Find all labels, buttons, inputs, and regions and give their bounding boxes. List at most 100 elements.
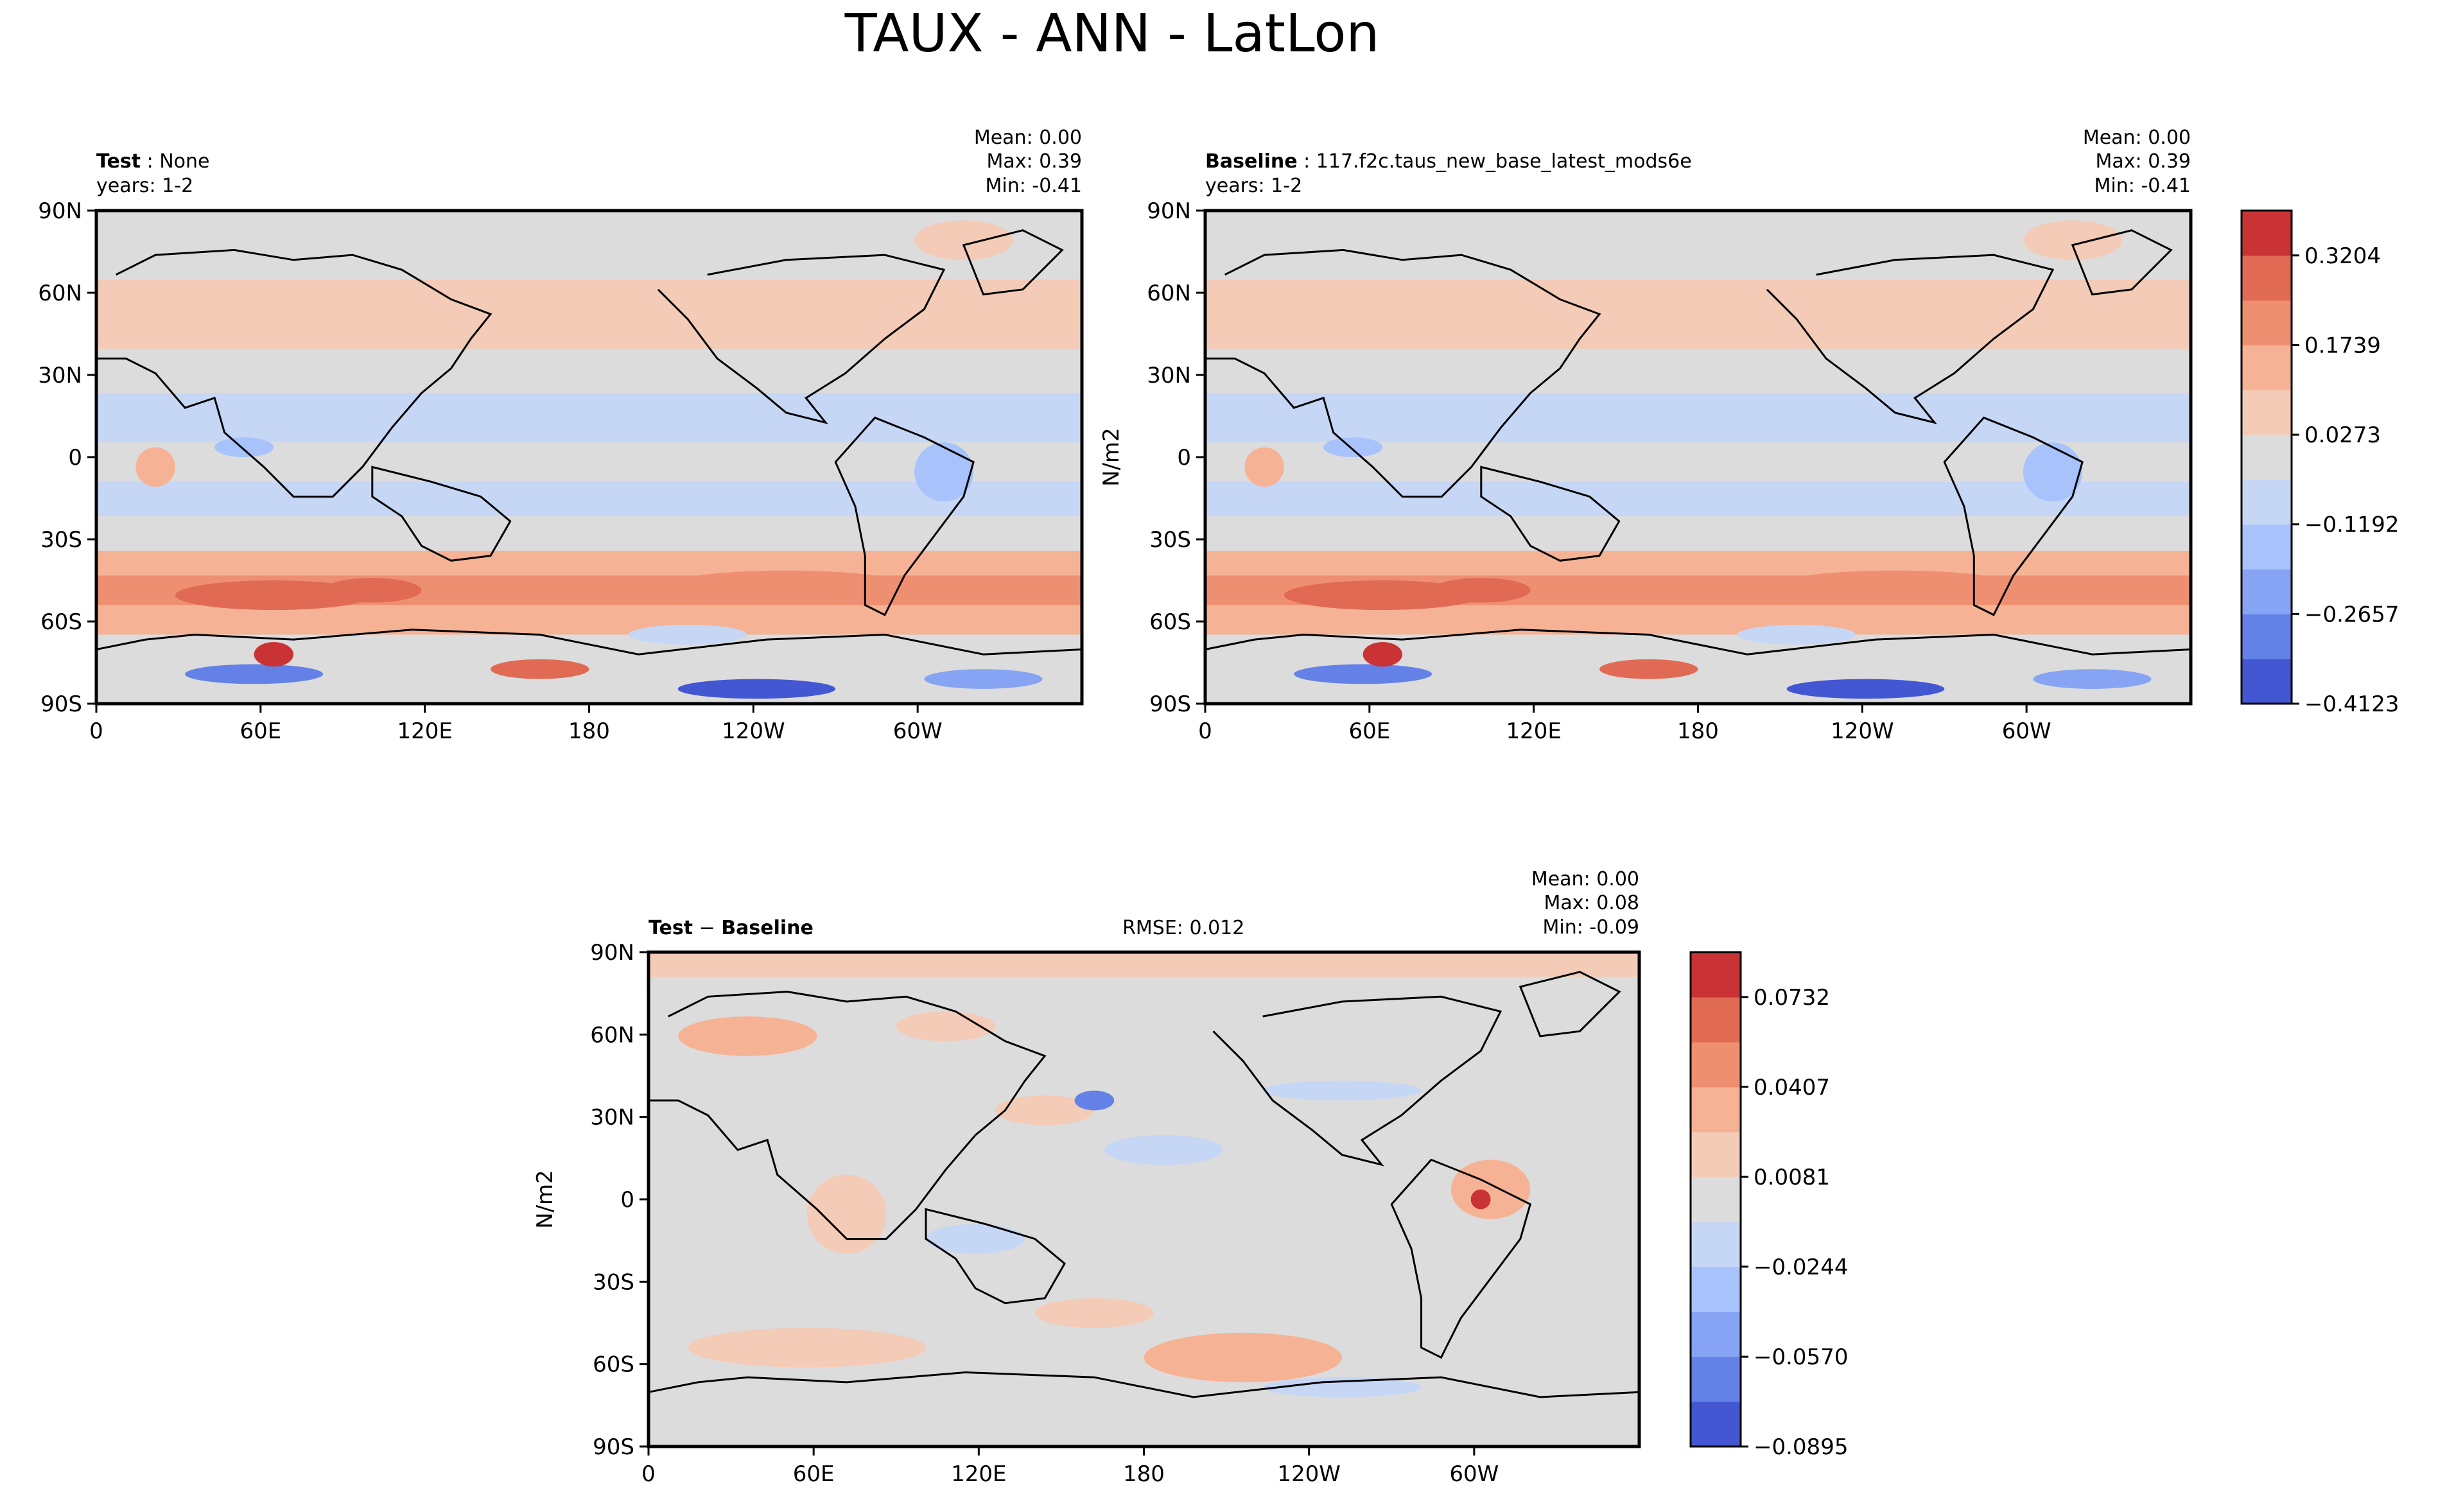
stat-max: Max: 0.08 [1544,892,1639,914]
y-tick-label: 0 [68,445,82,471]
panel-label: Test − Baseline [649,917,814,939]
x-tick-label: 60W [2002,718,2051,744]
coastlines [649,972,1639,1397]
contour-region [914,442,974,502]
x-tick-label: 180 [568,718,610,744]
contour-region [1470,1189,1491,1210]
contour-band [96,349,1082,394]
coastline [1944,418,2082,615]
colorbar-segment [2242,659,2292,704]
colorbar-segment [1691,1132,1741,1177]
x-tick-label: 60E [1348,718,1390,744]
contour-region [1034,1298,1154,1328]
x-tick-label: 0 [89,718,103,744]
coastline [1214,996,1501,1165]
contour-band [96,605,1082,635]
y-tick-label: 60N [38,281,82,306]
colorbar-segment [2242,479,2292,525]
y-tick-label: 60S [40,609,82,635]
y-tick-label: 30N [1147,363,1191,388]
colorbar-segment [2242,524,2292,570]
contour-band [96,259,1082,280]
contour-region [1262,1377,1422,1398]
colorbar-segment [1691,1222,1741,1267]
contour-region [688,1328,927,1368]
y-axis-label: N/m2 [1099,428,1124,487]
contour-region [491,659,589,679]
colorbar-tick-label: −0.0895 [1754,1434,1848,1460]
contour-region [2023,442,2083,502]
colorbar-tick-label: 0.0273 [2304,422,2381,448]
coastline [1205,630,2191,654]
contour-region [175,580,372,611]
contour-region [1432,578,1531,603]
contour-band [649,952,1639,977]
x-tick-label: 120W [1831,718,1894,744]
contour-region [135,447,175,487]
y-tick-label: 0 [620,1187,634,1213]
contour-region [1284,580,1481,611]
contour-region [441,393,836,442]
coastline [926,1209,1065,1303]
x-tick-label: 0 [1198,718,1212,744]
y-tick-label: 0 [1177,445,1191,471]
stat-mean: Mean: 0.00 [974,126,1082,149]
contour-band [96,634,1082,665]
y-tick-label: 30S [40,527,82,553]
y-tick-label: 30S [1149,527,1191,553]
x-tick-label: 120E [397,718,452,744]
contour-region [2033,669,2152,689]
coastline [1767,255,2053,422]
contour-region [254,642,293,667]
rmse-label: RMSE: 0.012 [1122,917,1244,939]
y-tick-label: 60N [1147,281,1191,306]
colorbar-tick-label: 0.0732 [1754,985,1830,1011]
coastline [1520,972,1619,1036]
contour-band [96,550,1082,576]
contour-region [668,570,905,600]
coastline [964,230,1063,295]
contour-field [96,211,1082,704]
colorbar-segment [2242,300,2292,345]
y-tick-label: 30S [593,1269,634,1295]
coastline [1481,467,1619,560]
contour-band [96,482,1082,517]
contour-region [1599,659,1698,679]
colorbar-segment [1691,1177,1741,1222]
colorbar-segment [1691,1357,1741,1402]
contour-region [806,1174,887,1254]
contour-region [1363,642,1402,667]
contour-region [323,578,422,603]
colorbar-segment [2242,435,2292,480]
colorbar-frame [1689,951,1742,1448]
x-tick-label: 60W [1449,1461,1499,1487]
contour-region [1550,393,1945,442]
colorbar-segment [2242,569,2292,614]
y-tick-label: 90N [590,940,634,966]
colorbar-tick-label: −0.1192 [2304,512,2399,538]
x-tick-label: 180 [1677,718,1719,744]
contour-band [1205,550,2191,576]
contour-region [924,669,1043,689]
figure-title: TAUX - ANN - LatLon [844,3,1380,64]
stat-max: Max: 0.39 [2096,150,2191,173]
coastlines [1205,230,2191,654]
contour-region [1074,1090,1115,1111]
coastline [649,992,1045,1239]
stat-min: Min: -0.09 [1543,916,1640,939]
x-tick-label: 60E [239,718,281,744]
colorbar-segment [1691,1087,1741,1133]
y-tick-label: 90S [1149,691,1191,717]
coastline [372,467,510,560]
contour-region [926,1224,1025,1254]
colorbar-tick-label: 0.1739 [2304,333,2381,358]
colorbar: 0.3204 0.1739 0.0273 −0.1192 −0.2657 −0.4123 [2240,209,2399,717]
colorbar-segment [1691,1042,1741,1088]
contour-region [1777,570,2014,600]
x-tick-label: 120E [951,1461,1006,1487]
panel-label: Baseline : 117.f2c.taus_new_base_latest_… [1205,150,1692,173]
contour-band [96,516,1082,551]
colorbar: 0.0732 0.0407 0.0081 −0.0244 −0.0570 −0.0895 [1689,951,1848,1460]
colorbar-segment [1691,997,1741,1043]
x-tick-label: 60W [893,718,943,744]
